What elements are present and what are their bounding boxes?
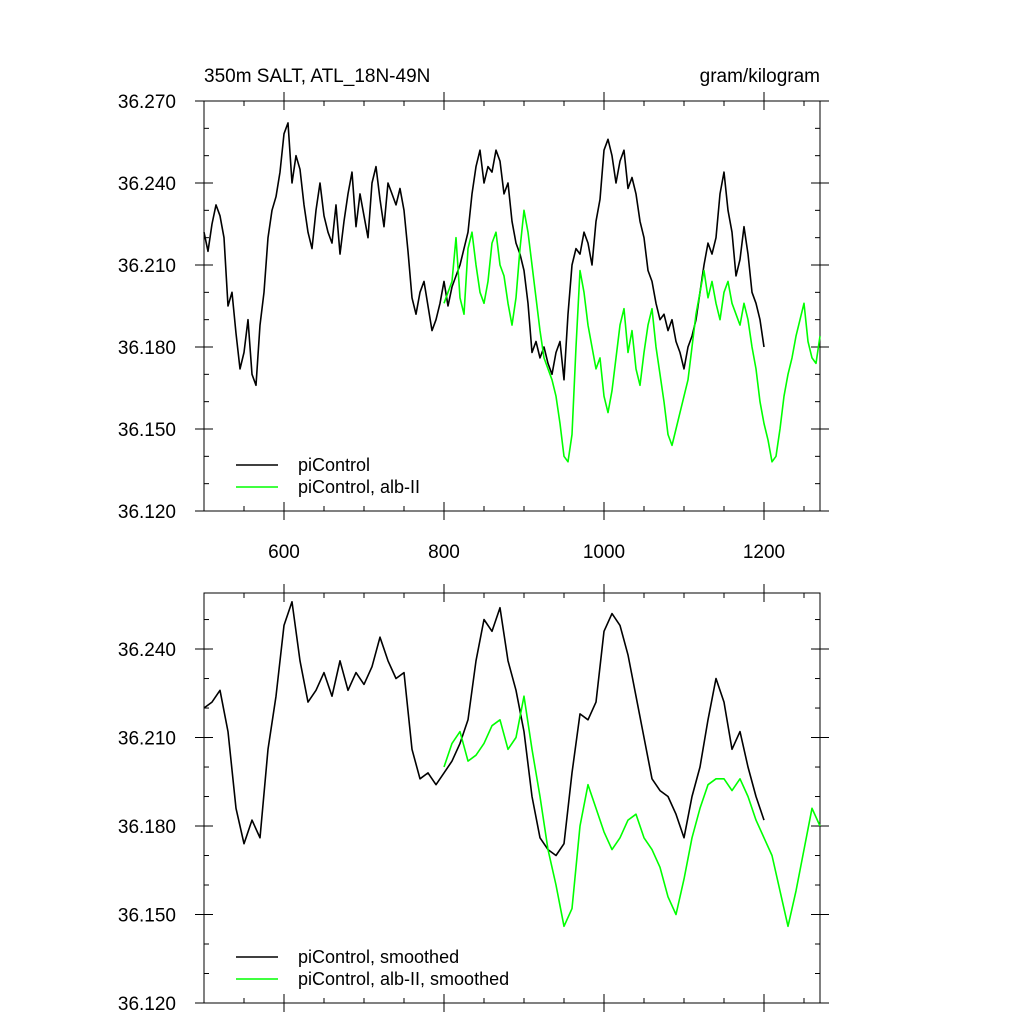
series-line-picontrol-alb-ii — [443, 695, 821, 928]
legend-label: piControl, smoothed — [298, 947, 459, 967]
legend-label: piControl — [298, 455, 370, 475]
y-tick-label: 36.240 — [118, 640, 176, 661]
x-tick-label: 600 — [268, 542, 300, 563]
y-tick-label: 36.180 — [118, 338, 176, 359]
y-tick-label: 36.120 — [118, 502, 176, 523]
plot-frame — [203, 592, 821, 1004]
series-line-picontrol — [203, 122, 765, 387]
y-tick-label: 36.240 — [118, 174, 176, 195]
y-tick-label: 36.210 — [118, 256, 176, 277]
series-line-picontrol — [203, 600, 765, 857]
x-tick-label: 800 — [428, 542, 460, 563]
series-line-picontrol-alb-ii — [443, 209, 821, 463]
upper-panel: 350m SALT, ATL_18N-49N gram/kilogram 600… — [118, 66, 829, 563]
x-tick-label: 1000 — [583, 542, 625, 563]
y-tick-label: 36.150 — [118, 420, 176, 441]
y-tick-label: 36.120 — [118, 994, 176, 1015]
legend-label: piControl, alb-II — [298, 477, 420, 497]
y-tick-label: 36.150 — [118, 906, 176, 927]
x-tick-label: 1200 — [743, 542, 785, 563]
y-tick-label: 36.180 — [118, 817, 176, 838]
plot-frame — [203, 100, 821, 512]
y-tick-label: 36.270 — [118, 92, 176, 113]
lower-panel: 36.120 36.150 36.180 36.210 36.240 piControl,… — [118, 584, 829, 1015]
y-tick-label: 36.210 — [118, 729, 176, 750]
chart-title: 350m SALT, ATL_18N-49N — [204, 66, 430, 87]
legend-label: piControl, alb-II, smoothed — [298, 969, 509, 989]
units-label: gram/kilogram — [700, 66, 820, 87]
